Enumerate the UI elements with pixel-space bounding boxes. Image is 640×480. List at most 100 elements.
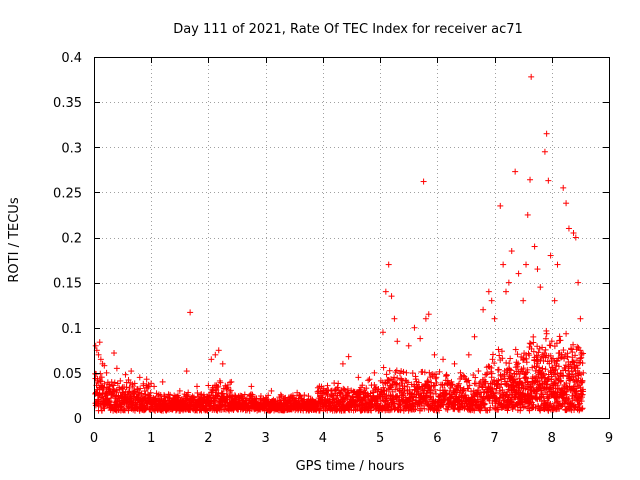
data-point	[537, 284, 544, 291]
data-point	[503, 288, 509, 295]
data-point	[382, 288, 389, 295]
x-tick-label: 0	[90, 431, 98, 446]
data-point	[345, 353, 352, 360]
data-point	[575, 279, 582, 286]
data-point	[554, 261, 561, 268]
data-point	[543, 130, 550, 137]
data-point	[524, 211, 531, 218]
data-point	[409, 370, 416, 377]
data-point	[471, 333, 478, 340]
data-point	[542, 335, 549, 342]
data-point	[547, 252, 554, 259]
x-tick-label: 1	[147, 431, 155, 446]
data-point	[101, 362, 108, 369]
data-point	[208, 356, 215, 363]
data-point	[151, 383, 158, 390]
data-point	[106, 397, 113, 404]
plot-frame	[94, 57, 610, 419]
y-tick-label: 0	[74, 412, 82, 427]
data-point	[241, 391, 248, 398]
data-point	[371, 369, 378, 376]
data-point	[411, 324, 418, 331]
data-point	[128, 368, 135, 375]
data-point	[520, 297, 527, 304]
data-point	[386, 367, 393, 374]
data-point	[577, 315, 584, 322]
data-point	[570, 229, 577, 236]
data-point	[95, 396, 102, 403]
data-point	[183, 368, 190, 375]
x-axis-label: GPS time / hours	[296, 459, 405, 474]
data-point	[507, 355, 514, 362]
data-point	[496, 352, 503, 359]
y-axis-label: ROTI / TECUs	[7, 197, 22, 282]
y-tick-label: 0.1	[61, 322, 82, 337]
data-point	[497, 202, 504, 209]
y-tick-label: 0.35	[53, 96, 82, 111]
data-point	[394, 338, 401, 345]
data-point	[505, 279, 512, 286]
data-point	[98, 374, 105, 381]
data-point	[495, 366, 502, 373]
data-point	[388, 293, 395, 300]
data-point	[95, 351, 102, 358]
data-point	[227, 387, 234, 394]
x-tick-label: 3	[262, 431, 270, 446]
x-tick-label: 7	[490, 431, 498, 446]
data-point	[541, 148, 548, 155]
data-point	[144, 385, 151, 392]
data-point	[335, 380, 342, 387]
data-point	[457, 369, 464, 376]
data-point	[176, 387, 183, 394]
data-point	[556, 333, 563, 340]
data-point	[417, 335, 424, 342]
data-point	[465, 351, 472, 358]
data-point	[451, 360, 458, 367]
data-point	[143, 376, 150, 383]
x-tick-label: 2	[204, 431, 212, 446]
data-point	[512, 168, 519, 175]
data-point	[148, 380, 155, 387]
grid-layer	[94, 57, 609, 418]
data-point	[339, 360, 346, 367]
data-point	[425, 311, 432, 318]
data-point	[380, 364, 387, 371]
data-point	[563, 200, 570, 207]
data-point	[475, 368, 482, 375]
data-point	[147, 389, 154, 396]
y-tick-label: 0.15	[53, 277, 82, 292]
data-point	[136, 374, 143, 381]
data-point	[565, 225, 572, 232]
data-point	[223, 393, 230, 400]
data-point	[111, 379, 118, 386]
data-point	[531, 243, 538, 250]
x-tick-label: 5	[376, 431, 384, 446]
data-point	[142, 405, 149, 412]
data-point	[217, 379, 224, 386]
data-point	[383, 371, 390, 378]
data-point	[500, 261, 507, 268]
data-point	[103, 369, 110, 376]
data-point	[96, 339, 103, 346]
data-point	[97, 356, 104, 363]
data-point	[122, 371, 129, 378]
data-point	[483, 371, 490, 378]
data-point	[526, 340, 533, 347]
data-point	[341, 386, 348, 393]
data-point	[489, 351, 496, 358]
data-point	[212, 351, 219, 358]
data-point	[248, 383, 255, 390]
data-point	[508, 248, 515, 255]
data-point	[92, 342, 99, 349]
data-point	[403, 369, 410, 376]
data-point	[420, 178, 427, 185]
data-point	[219, 360, 226, 367]
x-tick-label: 4	[319, 431, 327, 446]
data-point	[114, 380, 121, 387]
data-point	[110, 382, 117, 389]
data-point	[133, 402, 140, 409]
data-point	[117, 377, 124, 384]
data-point	[257, 393, 264, 400]
data-point	[560, 184, 567, 191]
